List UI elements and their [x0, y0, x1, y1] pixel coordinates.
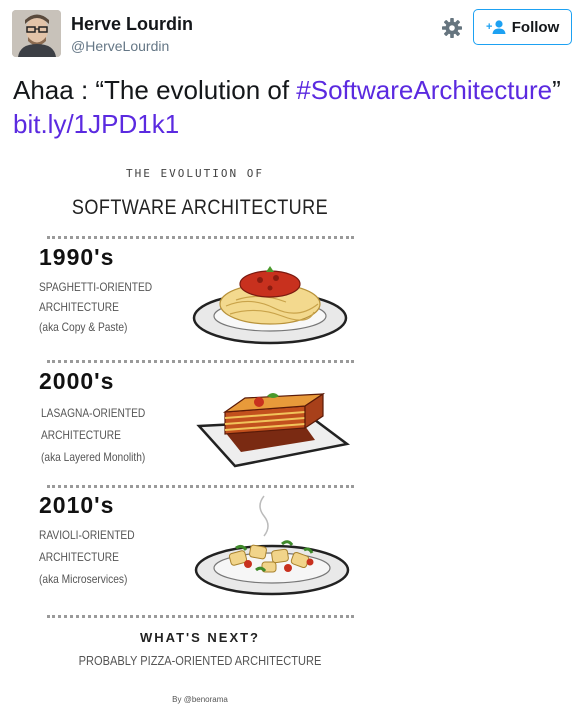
svg-text:+: +: [486, 21, 492, 33]
era-line: LASAGNA-ORIENTED: [41, 406, 146, 420]
tweet-text: Ahaa : “The evolution of #SoftwareArchit…: [13, 73, 573, 141]
lasagna-plate-illustration: [196, 392, 350, 468]
ravioli-plate-illustration: [194, 495, 350, 596]
era-line: ARCHITECTURE: [39, 300, 119, 314]
infographic-title: SOFTWARE ARCHITECTURE: [71, 196, 329, 219]
era-decade: 2000's: [39, 368, 115, 394]
follow-button[interactable]: + Follow: [473, 9, 572, 45]
divider: [47, 360, 354, 363]
hashtag-link[interactable]: #SoftwareArchitecture: [296, 75, 553, 105]
era-line: (aka Copy & Paste): [39, 320, 128, 334]
tweet-text-prefix: Ahaa : “The evolution of: [13, 75, 297, 105]
infographic-kicker: THE EVOLUTION OF: [126, 167, 264, 180]
era-line: ARCHITECTURE: [39, 550, 119, 564]
tweet-media-image[interactable]: THE EVOLUTION OF SOFTWARE ARCHITECTURE 1…: [30, 160, 360, 710]
era-decade: 2010's: [39, 492, 115, 518]
add-user-icon: +: [486, 20, 506, 34]
era-line: RAVIOLI-ORIENTED: [39, 528, 135, 542]
display-name[interactable]: Herve Lourdin: [71, 14, 194, 34]
era-decade: 1990's: [39, 244, 115, 270]
era-line: ARCHITECTURE: [41, 428, 121, 442]
whats-next-subtitle: PROBABLY PIZZA-ORIENTED ARCHITECTURE: [78, 653, 322, 668]
whats-next-heading: WHAT'S NEXT?: [139, 630, 260, 645]
image-credit: By @benorama: [172, 695, 228, 704]
divider: [47, 615, 354, 618]
gear-icon[interactable]: [440, 16, 464, 40]
user-handle[interactable]: @HerveLourdin: [71, 38, 170, 54]
era-line: (aka Microservices): [39, 572, 128, 586]
divider: [47, 236, 354, 239]
era-line: (aka Layered Monolith): [41, 450, 146, 464]
divider: [47, 485, 354, 488]
tweet-text-after: ”: [552, 75, 561, 105]
spaghetti-plate-illustration: [192, 266, 348, 345]
era-line: SPAGHETTI-ORIENTED: [39, 280, 153, 294]
avatar[interactable]: [12, 10, 61, 57]
follow-label: Follow: [511, 18, 560, 36]
url-link[interactable]: bit.ly/1JPD1k1: [13, 109, 180, 139]
